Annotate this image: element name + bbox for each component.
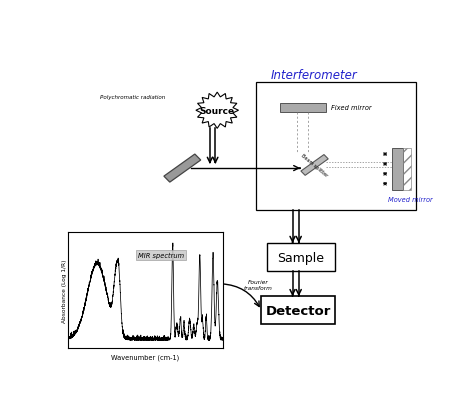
Text: Polychromatic radiation: Polychromatic radiation: [100, 94, 165, 100]
FancyBboxPatch shape: [392, 148, 403, 190]
Text: Fixed mirror: Fixed mirror: [331, 105, 372, 111]
FancyBboxPatch shape: [261, 296, 335, 324]
FancyBboxPatch shape: [256, 83, 416, 211]
FancyBboxPatch shape: [280, 104, 326, 113]
Polygon shape: [164, 155, 201, 183]
Polygon shape: [196, 93, 238, 129]
FancyBboxPatch shape: [267, 243, 335, 272]
Polygon shape: [301, 155, 328, 176]
Text: Beam splitter: Beam splitter: [300, 153, 329, 178]
Text: Moved mirror: Moved mirror: [388, 196, 433, 202]
Text: Fourier
transform: Fourier transform: [244, 279, 273, 290]
Text: Detector: Detector: [265, 304, 331, 317]
Text: Source: Source: [200, 107, 235, 115]
Text: Sample: Sample: [277, 251, 324, 264]
Text: Interferometer: Interferometer: [271, 68, 357, 81]
